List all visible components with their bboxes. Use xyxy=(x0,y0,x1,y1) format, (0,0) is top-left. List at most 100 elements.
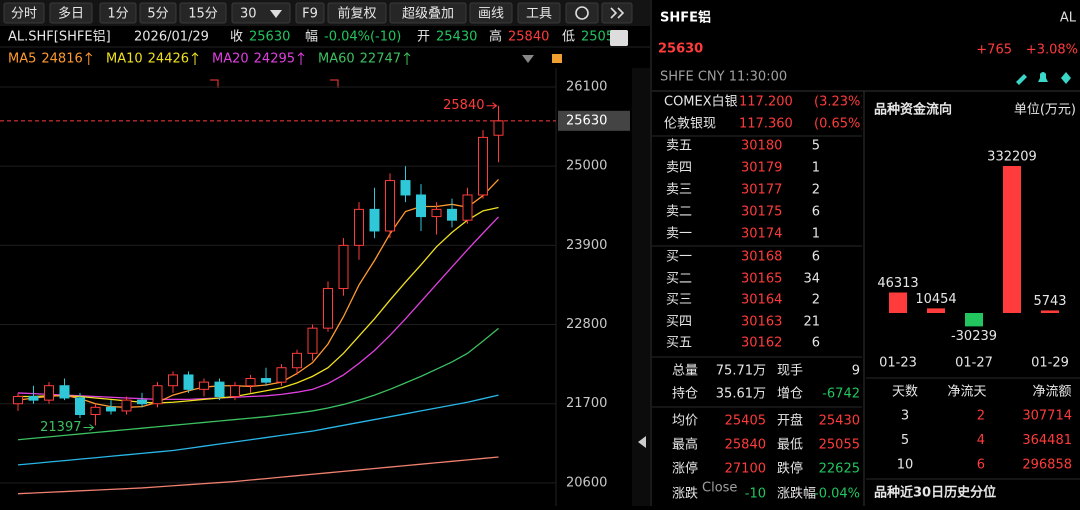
candle-body xyxy=(13,396,23,405)
order-volume: 5 xyxy=(812,139,820,154)
y-tick-label: 26100 xyxy=(566,79,607,94)
related-price: 117.360 xyxy=(739,117,793,132)
tab[interactable] xyxy=(295,2,325,24)
collapse-arrow[interactable] xyxy=(638,436,646,448)
candle-body xyxy=(75,397,85,416)
tab[interactable] xyxy=(49,2,93,24)
tab-label: 15分 xyxy=(188,7,218,22)
settings-icon[interactable] xyxy=(575,6,589,20)
order-price: 30179 xyxy=(741,161,782,176)
candle-body xyxy=(338,244,349,290)
flow-table-cell: 4 xyxy=(977,433,985,448)
candle-body xyxy=(307,327,318,354)
tab-label: 1分 xyxy=(107,7,128,22)
ma-line xyxy=(17,216,499,401)
flow-table-cell: 3 xyxy=(901,409,909,424)
tab[interactable] xyxy=(139,2,177,24)
order-price: 30174 xyxy=(741,227,782,242)
stat-label: 均价 xyxy=(672,414,698,429)
symbol-code: AL xyxy=(1060,11,1077,26)
fund-flow-unit: 单位(万元) xyxy=(1014,103,1076,118)
info-open: 25430 xyxy=(436,30,477,45)
info-symbol: AL.SHF[SHFE铝] xyxy=(8,30,111,45)
candle-body xyxy=(59,385,70,399)
ma-line xyxy=(17,394,499,466)
info-close: 25630 xyxy=(249,30,290,45)
tab[interactable] xyxy=(99,2,137,24)
stat-label: 持仓 xyxy=(672,387,698,402)
info-close-label: 收 xyxy=(230,30,243,45)
tab-label: 工具 xyxy=(526,7,552,22)
tab[interactable] xyxy=(231,2,291,24)
stat-value: 75.71万 xyxy=(716,364,766,379)
related-name: 伦敦银现 xyxy=(664,116,716,132)
candle-body xyxy=(462,194,473,221)
stat-value: -0.04% xyxy=(814,487,860,502)
edit-icon[interactable] xyxy=(1016,74,1027,85)
candle-body xyxy=(431,208,442,218)
tab[interactable] xyxy=(517,2,561,24)
order-price: 30177 xyxy=(741,183,782,198)
lock-icon[interactable] xyxy=(552,54,562,63)
stat-label: 涨跌幅 xyxy=(777,486,816,502)
order-volume: 2 xyxy=(812,183,820,198)
order-volume: 6 xyxy=(812,336,820,351)
alert-icon[interactable] xyxy=(1038,72,1048,82)
quote-column: COMEX白银 117.200 (3.23%) 伦敦银现 117.360 (0.65%) 卖… xyxy=(664,94,862,502)
order-level: 买三 xyxy=(666,293,692,308)
info-change: -0.04%(-10) xyxy=(324,30,401,45)
ma-legend-value: 24295 xyxy=(254,52,295,67)
candle-body xyxy=(183,374,194,390)
tab[interactable] xyxy=(3,2,45,24)
order-level: 卖四 xyxy=(666,161,692,176)
info-change-label: 幅 xyxy=(305,30,318,45)
price-change: +765 xyxy=(976,43,1012,58)
order-volume: 34 xyxy=(803,272,820,287)
candle-body xyxy=(106,406,116,412)
stat-label: 涨停 xyxy=(672,461,698,477)
range-marker xyxy=(210,79,339,88)
order-volume: 6 xyxy=(812,205,820,220)
candle-body xyxy=(245,378,256,387)
tab[interactable] xyxy=(389,2,467,24)
tab-label: F9 xyxy=(302,7,318,22)
tab[interactable] xyxy=(565,2,599,24)
max-label: 25840 xyxy=(443,98,484,113)
related-name: COMEX白银 xyxy=(664,94,738,110)
order-level: 买二 xyxy=(666,272,692,287)
last-price-label: 25630 xyxy=(566,113,607,128)
scroll-strip[interactable] xyxy=(632,68,650,506)
info-open-label: 开 xyxy=(417,30,430,45)
order-price: 30168 xyxy=(741,250,782,265)
more-icon[interactable] xyxy=(610,7,625,19)
min-label: 21397 xyxy=(40,420,81,435)
dropdown-icon[interactable] xyxy=(270,10,282,18)
tab[interactable] xyxy=(469,2,513,24)
stat-value: 27100 xyxy=(725,462,766,477)
dropdown-icon[interactable] xyxy=(522,55,534,63)
info-high-label: 高 xyxy=(489,29,502,45)
stat-value: 35.61万 xyxy=(716,387,766,402)
wp-icon[interactable] xyxy=(610,30,628,46)
ma-legend-name: MA5 xyxy=(8,52,36,67)
flow-table-cell: 6 xyxy=(977,458,985,473)
flow-table-cell: 364481 xyxy=(1022,433,1072,448)
y-tick-label: 23900 xyxy=(566,238,607,253)
quote-meta: SHFE CNY 11:30:00 xyxy=(660,70,787,85)
stat-label: 增仓 xyxy=(777,387,803,402)
tab[interactable] xyxy=(179,2,227,24)
last-price-tag xyxy=(558,110,630,131)
tab[interactable] xyxy=(327,2,387,24)
flow-value-label: -30239 xyxy=(951,329,997,344)
order-volume: 2 xyxy=(812,293,820,308)
trend-arrow xyxy=(403,52,411,65)
info-low-label: 低 xyxy=(562,30,575,45)
stat-value: 9 xyxy=(852,364,860,379)
flow-date-label: 01-29 xyxy=(1031,356,1069,371)
flow-value-label: 5743 xyxy=(1033,294,1066,309)
order-level: 买一 xyxy=(666,250,692,265)
tab-label: 5分 xyxy=(147,7,168,22)
more-icon[interactable] xyxy=(1061,72,1071,84)
ma-legend-name: MA60 xyxy=(318,52,355,67)
stat-value: 25840 xyxy=(725,438,766,453)
